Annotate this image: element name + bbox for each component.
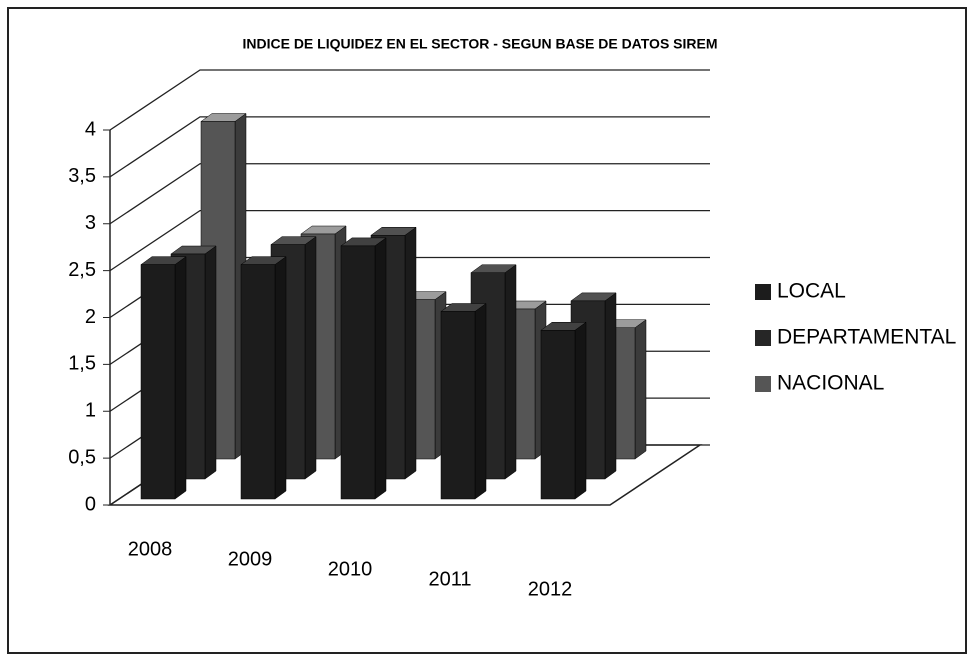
bar-side	[304, 236, 317, 480]
y-tick-label: 0	[85, 493, 96, 515]
bar-front	[240, 264, 276, 500]
bar-side	[174, 256, 187, 500]
legend-swatch	[755, 330, 771, 346]
x-tick-label: 2008	[128, 538, 173, 560]
bar-side	[604, 292, 617, 480]
y-tick-label: 0,5	[68, 446, 96, 468]
legend-label: LOCAL	[777, 280, 846, 303]
y-tick-label: 2	[85, 306, 96, 328]
bar-side	[374, 237, 387, 500]
legend-swatch	[755, 376, 771, 392]
legend-swatch	[755, 284, 771, 300]
bar-side	[474, 303, 487, 500]
grid-line	[109, 116, 710, 178]
y-tick-label: 3,5	[68, 165, 96, 187]
x-tick-label: 2010	[328, 558, 373, 580]
chart-title: INDICE DE LIQUIDEZ EN EL SECTOR - SEGUN …	[242, 36, 717, 52]
bar-side	[204, 245, 217, 480]
bar	[440, 303, 487, 500]
bar-side	[404, 226, 417, 480]
y-tick-label: 3	[85, 212, 96, 234]
bar-front	[440, 311, 476, 500]
bar-side	[504, 264, 517, 480]
legend-label: DEPARTAMENTAL	[777, 326, 956, 349]
bar-side	[574, 321, 587, 500]
bar-side	[274, 256, 287, 500]
bar	[240, 256, 287, 500]
legend-label: NACIONAL	[777, 372, 884, 395]
y-tick-label: 2,5	[68, 259, 96, 281]
bar-front	[540, 330, 576, 500]
x-tick-label: 2012	[528, 578, 573, 600]
y-tick-label: 1	[85, 400, 96, 422]
x-tick-label: 2011	[428, 568, 471, 590]
bar	[340, 237, 387, 500]
bar-front	[340, 245, 376, 500]
grid-line	[109, 163, 710, 225]
bar	[540, 321, 587, 500]
grid-line	[109, 69, 710, 131]
y-tick-label: 1,5	[68, 353, 96, 375]
grid-line	[109, 209, 710, 272]
y-tick-label: 4	[85, 118, 96, 140]
bar-front	[140, 264, 176, 500]
x-tick-label: 2009	[228, 548, 273, 570]
bar-side	[634, 319, 647, 460]
bar	[140, 256, 187, 500]
